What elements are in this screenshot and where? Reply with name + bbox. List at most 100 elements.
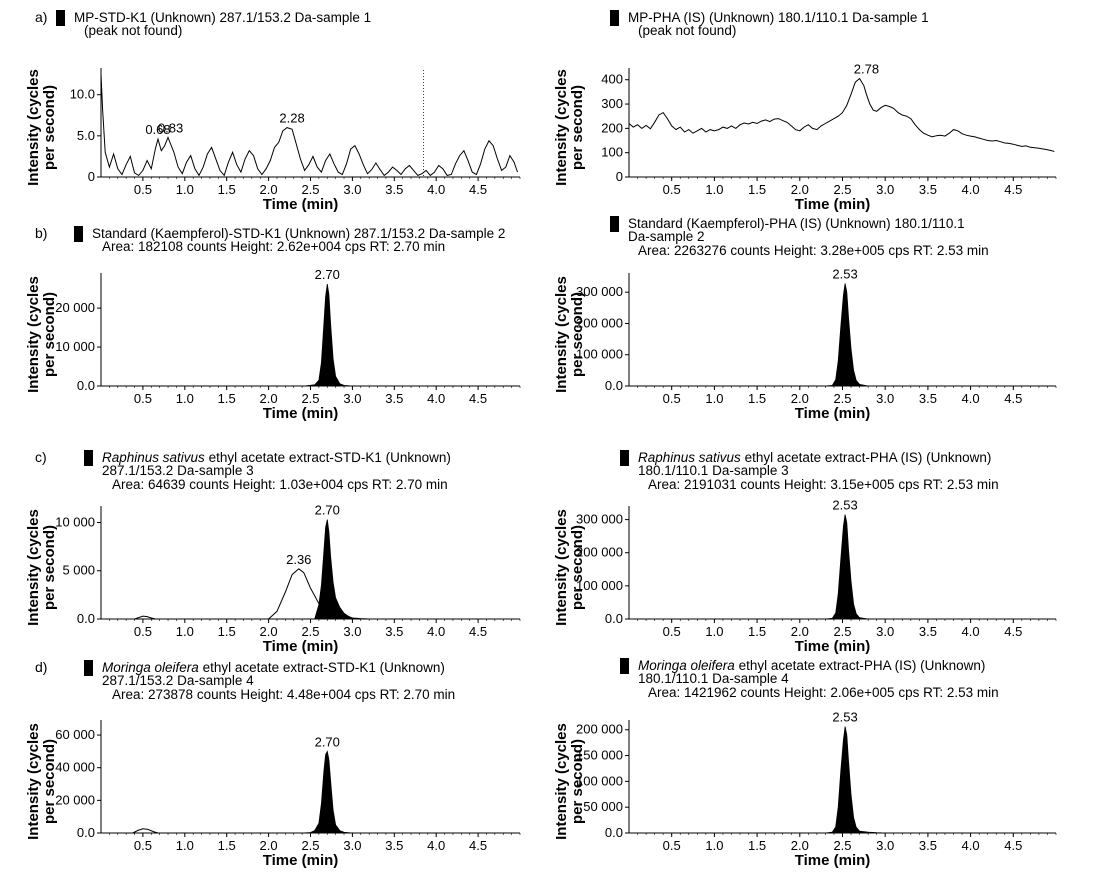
y-axis-label-line2: per second) <box>41 739 58 824</box>
y-axis-label: Intensity (cyclesper second) <box>25 69 58 186</box>
x-tick-label: 1.5 <box>218 182 236 197</box>
panel-header-line: Area: 2263276 counts Height: 3.28e+005 c… <box>638 243 989 258</box>
panel-a-right: MP-PHA (IS) (Unknown) 180.1/110.1 Da-sam… <box>553 10 1057 213</box>
y-tick-label: 300 000 <box>576 512 623 527</box>
x-tick-label: 4.0 <box>962 838 980 853</box>
x-axis-label: Time (min) <box>263 405 339 422</box>
x-tick-label: 4.5 <box>469 391 487 406</box>
panel-header-line: Area: 182108 counts Height: 2.62e+004 cp… <box>102 239 445 254</box>
panel-header-line: Area: 64639 counts Height: 1.03e+004 cps… <box>112 477 448 492</box>
y-axis-label-line2: per second) <box>569 739 586 824</box>
x-tick-label: 0.5 <box>663 182 681 197</box>
x-tick-label: 3.0 <box>343 391 361 406</box>
x-tick-label: 4.0 <box>962 391 980 406</box>
filled-peak-series <box>629 514 1056 620</box>
panel-header-line: MP-PHA (IS) (Unknown) 180.1/110.1 Da-sam… <box>628 10 929 25</box>
x-tick-label: 4.5 <box>469 624 487 639</box>
x-tick-label: 1.0 <box>705 624 723 639</box>
panel-header-line: Raphinus sativus ethyl acetate extract-S… <box>102 450 451 465</box>
panel-letter: c) <box>35 449 47 465</box>
y-axis-label-line2: per second) <box>41 292 58 377</box>
y-tick-label: 5.0 <box>77 128 95 143</box>
peak-label: 2.53 <box>832 498 857 513</box>
x-tick-label: 4.0 <box>427 182 445 197</box>
peak-label: 2.70 <box>315 734 340 749</box>
y-tick-label: 150 000 <box>576 748 623 763</box>
y-axis-label-line2: per second) <box>569 85 586 170</box>
species-name: Moringa oleifera <box>638 658 735 673</box>
panel-c-left: c) Raphinus sativus ethyl acetate extract… <box>25 449 521 655</box>
panel-header-line: Standard (Kaempferol)-PHA (IS) (Unknown)… <box>628 216 965 231</box>
x-tick-label: 2.0 <box>260 838 278 853</box>
y-tick-label: 20 000 <box>55 792 95 807</box>
x-tick-label: 1.5 <box>748 391 766 406</box>
peak-label: 2.36 <box>286 552 311 567</box>
y-axis-label-line1: Intensity (cycles <box>25 69 42 186</box>
x-axis-label: Time (min) <box>263 852 339 869</box>
x-tick-label: 3.5 <box>385 838 403 853</box>
x-tick-label: 3.0 <box>876 838 894 853</box>
x-tick-label: 4.0 <box>427 624 445 639</box>
y-axis-label: Intensity (cyclesper second) <box>25 723 58 840</box>
y-tick-label: 0.0 <box>605 825 623 840</box>
panel-letter: a) <box>35 9 47 25</box>
y-tick-label: 200 000 <box>576 545 623 560</box>
y-axis-label-line1: Intensity (cycles <box>25 509 42 626</box>
x-tick-label: 2.5 <box>301 391 319 406</box>
panel-header-line: 287.1/153.2 Da-sample 4 <box>102 673 254 688</box>
x-tick-label: 1.0 <box>176 182 194 197</box>
y-axis-label-line1: Intensity (cycles <box>553 276 570 393</box>
panel-header-line: Area: 273878 counts Height: 4.48e+004 cp… <box>112 687 455 702</box>
x-tick-label: 1.0 <box>705 391 723 406</box>
x-axis-label: Time (min) <box>263 638 339 655</box>
legend-swatch <box>620 450 629 466</box>
filled-peak-series <box>629 283 1056 387</box>
x-tick-label: 3.5 <box>919 182 937 197</box>
y-tick-label: 400 <box>601 72 623 87</box>
x-tick-label: 4.0 <box>427 391 445 406</box>
panel-d-left: d) Moringa oleifera ethyl acetate extract… <box>25 659 521 869</box>
peak-label: 0.83 <box>158 120 183 135</box>
x-axis-label: Time (min) <box>795 638 871 655</box>
panel-header-line: Area: 1421962 counts Height: 2.06e+005 c… <box>648 685 999 700</box>
panel-header-rest: ethyl acetate extract-PHA (IS) (Unknown) <box>741 450 992 465</box>
y-tick-label: 60 000 <box>55 727 95 742</box>
x-tick-label: 3.0 <box>343 182 361 197</box>
x-tick-label: 0.5 <box>663 624 681 639</box>
legend-swatch <box>56 10 65 26</box>
trace-series <box>100 74 518 177</box>
legend-swatch <box>84 450 93 466</box>
y-axis-label-line1: Intensity (cycles <box>25 723 42 840</box>
y-axis-label: Intensity (cyclesper second) <box>25 509 58 626</box>
y-tick-label: 0 <box>88 169 95 184</box>
panel-header-rest: ethyl acetate extract-PHA (IS) (Unknown) <box>735 658 986 673</box>
y-tick-label: 40 000 <box>55 760 95 775</box>
x-tick-label: 2.5 <box>301 624 319 639</box>
peak-label: 2.28 <box>279 111 304 126</box>
x-tick-label: 2.0 <box>791 391 809 406</box>
y-tick-label: 200 000 <box>576 315 623 330</box>
panel-header-line: Moringa oleifera ethyl acetate extract-S… <box>102 660 445 675</box>
y-axis-label-line1: Intensity (cycles <box>553 509 570 626</box>
y-tick-label: 0.0 <box>77 611 95 626</box>
filled-peak-series <box>101 283 520 387</box>
y-axis-label-line2: per second) <box>41 525 58 610</box>
x-tick-label: 0.5 <box>663 838 681 853</box>
panel-header-line: Raphinus sativus ethyl acetate extract-P… <box>638 450 991 465</box>
legend-swatch <box>84 660 93 676</box>
panel-header-line: (peak not found) <box>638 23 736 38</box>
panel-header-line: 180.1/110.1 Da-sample 4 <box>638 671 789 686</box>
x-tick-label: 2.0 <box>260 182 278 197</box>
y-tick-label: 10 000 <box>55 514 95 529</box>
x-tick-label: 4.5 <box>469 182 487 197</box>
y-axis-label: Intensity (cyclesper second) <box>25 276 58 393</box>
x-tick-label: 1.0 <box>176 391 194 406</box>
x-tick-label: 4.0 <box>962 182 980 197</box>
y-tick-label: 300 000 <box>576 284 623 299</box>
x-axis-label: Time (min) <box>795 852 871 869</box>
peak-label: 2.78 <box>854 62 879 77</box>
panel-header-line: Area: 2191031 counts Height: 3.15e+005 c… <box>648 477 999 492</box>
panel-a-left: a) MP-STD-K1 (Unknown) 287.1/153.2 Da-sam… <box>25 9 521 213</box>
x-tick-label: 4.0 <box>962 624 980 639</box>
x-tick-label: 3.0 <box>876 624 894 639</box>
